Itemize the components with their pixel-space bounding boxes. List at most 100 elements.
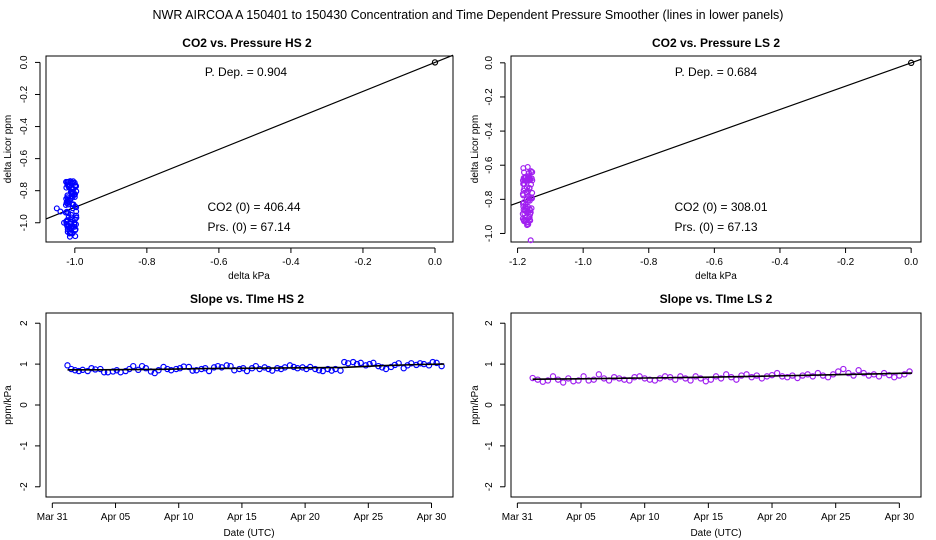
data-point [528,169,535,176]
data-point [362,362,369,369]
data-point [69,188,76,195]
x-tick-label: -0.6 [210,257,228,268]
data-point [840,365,847,373]
data-point [835,368,842,375]
data-point [63,178,70,185]
x-tick-label: -0.4 [771,257,789,268]
x-tick-label: Mar 31 [502,512,534,523]
x-tick-label: Apr 05 [566,512,596,523]
data-point [697,375,704,382]
data-point [768,371,776,379]
annotation-pressure-zero: Prs. (0) = 67.13 [674,220,757,234]
data-point [885,371,893,379]
y-tick-label: -2 [484,482,495,491]
y-tick-label: -1.0 [484,224,495,242]
y-axis-label: ppm/kPa [3,385,14,425]
y-tick-label: -0.2 [484,88,495,106]
data-point [527,211,534,218]
data-point [521,218,528,225]
data-point [379,364,386,371]
plot-frame [45,312,454,498]
x-tick-label: Apr 10 [630,512,660,523]
x-tick-label: Apr 15 [227,512,257,523]
data-point [575,377,582,384]
data-point [324,365,332,373]
data-point [521,174,528,181]
data-point [636,373,643,380]
annotation-pressure-dependence: P. Dep. = 0.684 [675,65,758,79]
data-point [433,359,440,367]
x-tick-label: 0.0 [428,257,442,268]
data-point [277,365,285,373]
x-tick-label: -1.0 [575,257,593,268]
y-tick-label: 2 [19,320,30,326]
plot-frame [45,55,454,243]
data-point [521,181,528,188]
annotation-co2-zero: CO2 (0) = 406.44 [207,200,300,214]
data-points [529,365,913,386]
y-tick-label: -0.4 [484,122,495,140]
data-point [526,169,533,176]
y-axis-label: delta Licor ppm [3,115,14,183]
data-point [901,371,908,378]
panel-co2-pressure-ls: CO2 vs. Pressure LS 2 -1.2 -1.0 -0.8 -0.6 -0… [470,36,922,282]
data-point [544,377,552,384]
x-axis: -1.2 -1.0 -0.8 -0.6 -0.4 -0.2 0.0 [509,247,919,268]
fit-line [510,58,922,206]
y-tick-label: -0.4 [19,117,30,135]
x-axis: -1.0 -0.8 -0.6 -0.4 -0.2 0.0 [66,247,442,268]
y-tick-label: -0.6 [19,150,30,168]
data-point [63,208,70,215]
data-point [519,200,526,207]
y-axis: -2 -1 0 1 2 [19,320,41,491]
figure-title: NWR AIRCOA A 150401 to 150430 Concentrat… [153,8,784,22]
data-point [677,373,684,380]
data-point [906,368,913,375]
x-tick-label: Mar 31 [37,512,69,523]
y-tick-label: 1 [19,361,30,367]
data-point [57,208,64,215]
data-point [549,373,557,380]
annotation-co2-zero: CO2 (0) = 308.01 [674,200,767,214]
x-tick-label: -1.0 [66,257,84,268]
y-tick-label: -0.8 [19,182,30,200]
data-point [67,229,74,236]
data-point [88,365,95,372]
x-tick-label: Apr 15 [694,512,724,523]
data-point [631,373,638,381]
data-point [773,369,781,377]
panel-title: CO2 vs. Pressure HS 2 [182,36,312,50]
y-tick-label: 0 [19,402,30,408]
data-point [70,185,77,192]
x-tick-label: Apr 10 [164,512,194,523]
fit-line [45,54,454,220]
data-point [109,368,117,375]
x-tick-label: Apr 05 [101,512,131,523]
x-axis: Mar 31 Apr 05 Apr 10 Apr 15 Apr 20 Apr 25 Apr … [37,502,447,523]
data-point [702,378,710,385]
x-axis-label: delta kPa [695,271,737,282]
data-point [809,373,816,380]
panel-co2-pressure-hs: CO2 vs. Pressure HS 2 -1.0 -0.8 -0.6 -0.4 -0… [3,36,454,282]
x-tick-label: Apr 30 [417,512,447,523]
origin-point [907,59,915,67]
y-axis-label: ppm/kPa [470,385,481,425]
data-point [855,367,862,374]
data-point [416,360,424,367]
data-point [525,197,532,204]
data-point [312,365,319,373]
x-tick-label: Apr 25 [821,512,851,523]
y-tick-label: 0.0 [19,55,30,69]
data-point [65,178,72,185]
x-tick-label: Apr 20 [290,512,320,523]
x-tick-label: -0.2 [837,257,855,268]
data-point [850,372,857,379]
data-point [733,376,740,383]
data-point [526,185,533,192]
data-point [357,359,364,367]
y-axis: -1.0 -0.8 -0.6 -0.4 -0.2 0.0 [484,55,506,242]
data-point [524,193,531,200]
data-point [130,362,137,370]
fit-line-segment [510,58,922,206]
